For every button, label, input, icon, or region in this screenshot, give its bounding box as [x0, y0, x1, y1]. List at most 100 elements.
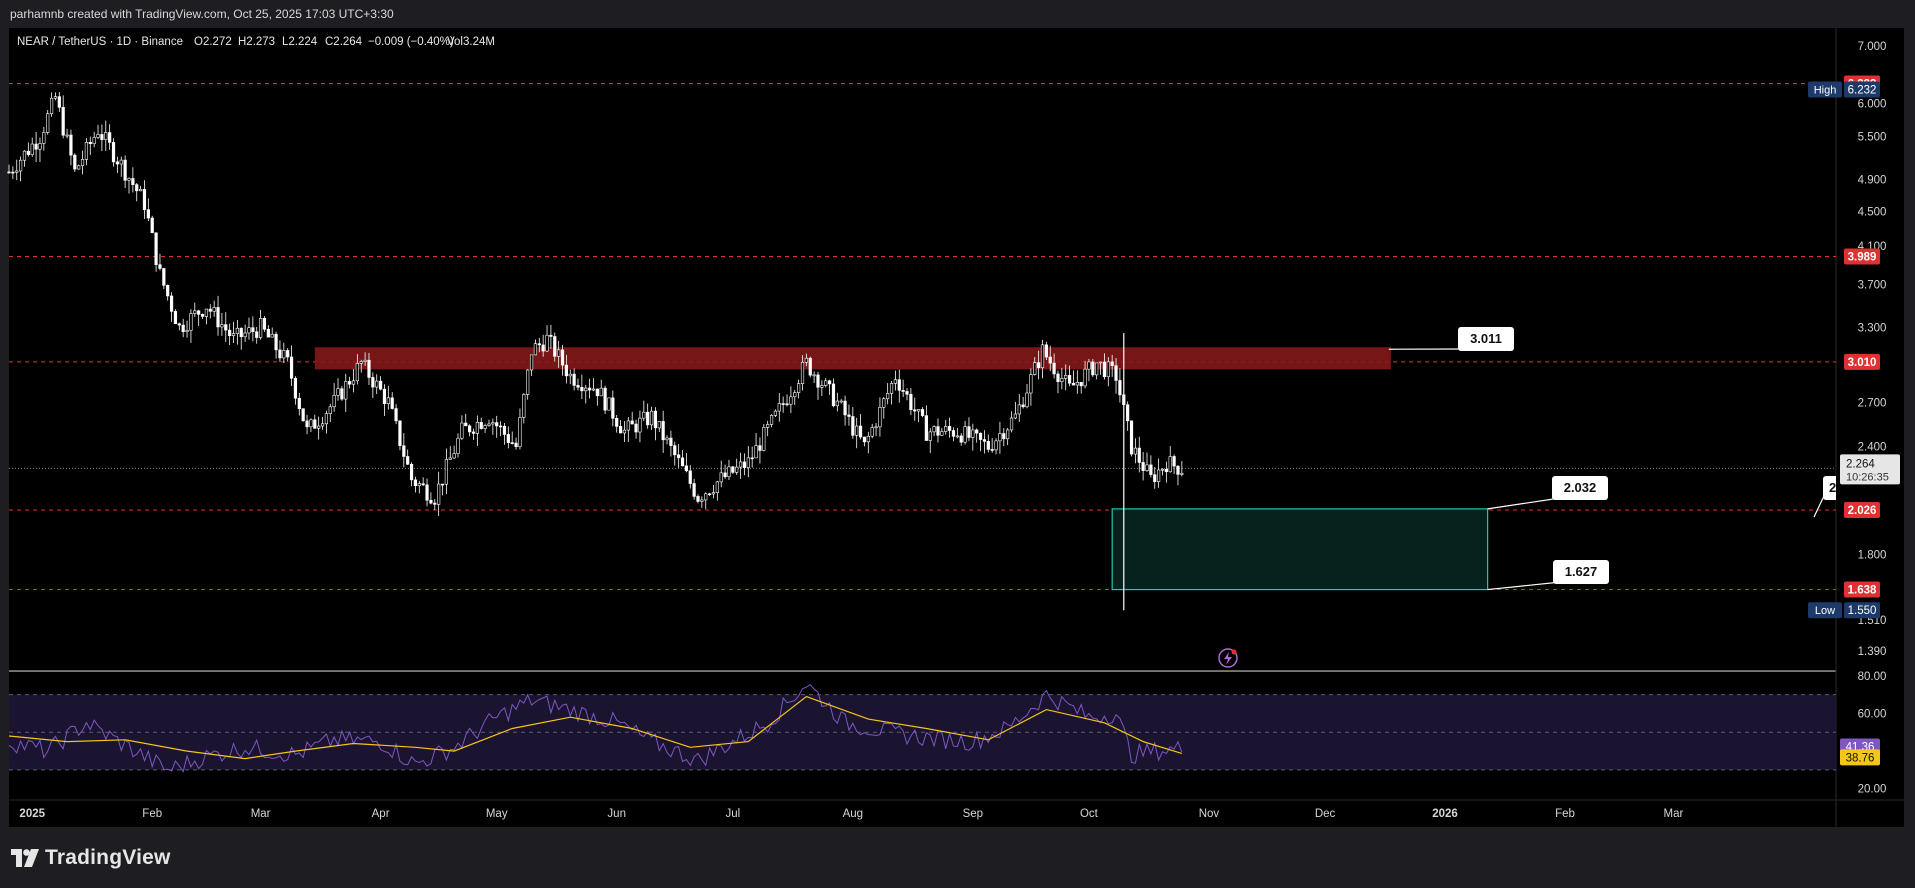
candle-up: [804, 357, 808, 363]
candle-up: [568, 373, 572, 377]
candle-down: [808, 357, 812, 376]
candle-up: [77, 165, 81, 170]
candle-down: [479, 422, 483, 429]
candle-up: [437, 483, 441, 505]
candle-down: [278, 349, 282, 359]
level-badge-text-1: 3.989: [1848, 251, 1877, 263]
candle-down: [173, 311, 178, 325]
candle-up: [1160, 468, 1165, 471]
candle-down: [367, 359, 371, 378]
candle-down: [595, 388, 599, 397]
candle-down: [851, 416, 855, 436]
candle-up: [882, 398, 886, 408]
candle-up: [30, 143, 34, 155]
price-axis-bg[interactable]: [1836, 28, 1904, 800]
candle-down: [255, 331, 259, 338]
candle-up: [15, 170, 19, 173]
rsi-tick-0: 80.00: [1858, 671, 1887, 683]
candle-down: [123, 159, 127, 181]
callout-2032-box: [1552, 476, 1608, 500]
callout-edge-pointer: [1813, 495, 1825, 518]
candle-up: [53, 96, 58, 99]
level-badge-1: [1844, 248, 1880, 265]
high-tag-text: High: [1814, 84, 1837, 96]
candle-down: [495, 422, 499, 427]
candle-down: [1153, 474, 1157, 482]
candle-down: [580, 386, 584, 392]
candle-down: [947, 426, 952, 431]
candle-down: [862, 436, 867, 443]
candle-down: [502, 425, 507, 435]
candle-down: [142, 189, 147, 210]
candle-up: [746, 457, 750, 468]
candle-up: [92, 137, 96, 145]
candle-down: [692, 483, 696, 497]
candle-down: [61, 107, 65, 136]
candle-down: [305, 420, 309, 428]
candle-up: [963, 426, 967, 443]
candle-down: [1110, 361, 1114, 366]
candle-down: [514, 442, 518, 447]
ohlc-close: C2.264: [325, 36, 363, 48]
candle-down: [402, 445, 406, 457]
candle-up: [1013, 413, 1017, 419]
candle-up: [839, 400, 843, 403]
candle-up: [638, 417, 642, 433]
candle-up: [773, 410, 778, 416]
candle-down: [510, 442, 514, 444]
candle-down: [471, 431, 476, 434]
candle-down: [286, 350, 290, 358]
candle-down: [1021, 404, 1025, 408]
candle-down: [750, 457, 754, 460]
candle-down: [982, 439, 987, 442]
candle-up: [49, 97, 54, 114]
candle-up: [719, 472, 723, 483]
candle-up: [22, 150, 27, 161]
candle-down: [1102, 361, 1107, 378]
candle-up: [1017, 404, 1021, 415]
tradingview-logo[interactable]: TradingView: [11, 844, 171, 872]
candle-up: [800, 362, 805, 384]
price-tick-9: 2.400: [1858, 442, 1887, 454]
candle-up: [878, 407, 882, 428]
candle-up: [1098, 361, 1103, 364]
time-axis-bg[interactable]: [9, 800, 1904, 827]
candle-up: [812, 374, 816, 377]
candle-down: [646, 411, 650, 426]
candle-up: [665, 437, 669, 441]
candle-up: [545, 334, 549, 352]
candle-down: [293, 377, 298, 399]
candle-up: [212, 307, 216, 312]
candle-up: [247, 327, 251, 334]
candle-down: [828, 380, 832, 385]
candle-down: [394, 408, 398, 422]
candle-down: [1129, 420, 1134, 455]
symbol-header: NEAR / TetherUS · 1D · Binance: [17, 36, 183, 48]
candle-up: [711, 492, 716, 495]
candle-up: [332, 395, 336, 408]
candle-up: [917, 409, 921, 412]
candle-down: [57, 96, 61, 108]
candle-down: [615, 417, 619, 427]
tradingview-logo-icon: [11, 849, 39, 867]
candle-up: [870, 427, 874, 437]
lightning-icon[interactable]: [1218, 648, 1238, 668]
candle-down: [588, 387, 592, 391]
candle-down: [653, 410, 658, 429]
ohlc-open: O2.272: [194, 36, 232, 48]
candle-down: [1114, 365, 1118, 381]
candle-up: [835, 400, 839, 407]
price-tick-0: 7.000: [1858, 41, 1887, 53]
candle-up: [735, 466, 739, 473]
callout-3011-box: [1458, 327, 1514, 351]
candle-down: [611, 397, 615, 419]
candle-up: [1133, 447, 1137, 455]
candle-up: [324, 413, 329, 425]
last-price-badge: [1840, 454, 1900, 485]
candle-up: [282, 350, 286, 359]
time-tick-1: Feb: [142, 808, 162, 820]
candle-down: [464, 422, 468, 427]
callout-2032-pointer: [1487, 497, 1561, 510]
candle-down: [537, 343, 541, 346]
